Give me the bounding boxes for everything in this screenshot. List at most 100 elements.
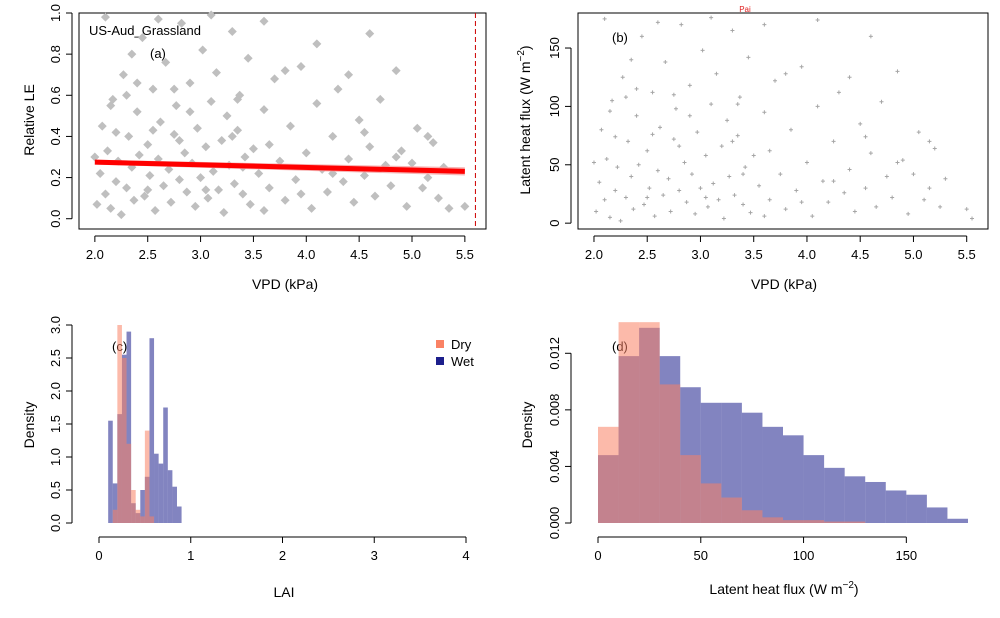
scatter-point	[815, 104, 820, 109]
scatter-point	[677, 188, 682, 193]
scatter-point	[762, 110, 767, 115]
histogram-bar-wet	[947, 518, 968, 523]
scatter-point	[741, 202, 746, 207]
scatter-point	[312, 39, 322, 49]
histogram-bar-wet	[824, 467, 845, 523]
scatter-point	[143, 140, 153, 150]
scatter-point	[847, 167, 852, 172]
scatter-point	[890, 195, 895, 200]
panel-b-y-tick-label: 100	[547, 96, 562, 118]
histogram-bar-wet	[741, 412, 763, 523]
scatter-point	[227, 27, 237, 37]
scatter-point	[100, 189, 110, 199]
scatter-point	[757, 183, 762, 188]
scatter-point	[799, 200, 804, 205]
scatter-point	[652, 214, 657, 219]
scatter-point	[732, 193, 737, 198]
scatter-point	[863, 186, 868, 191]
panel-a-x-tick-label: 3.5	[244, 247, 262, 262]
scatter-point	[668, 209, 673, 214]
panel-c-x-tick-label: 2	[279, 548, 286, 563]
scatter-point	[100, 12, 110, 22]
scatter-point	[727, 174, 732, 179]
panel-c-y-tick-label: 1.5	[48, 415, 63, 433]
histogram-bar-dry	[700, 483, 722, 523]
scatter-point	[111, 127, 121, 137]
panel-a-y-tick-label: 0.0	[48, 210, 63, 228]
panel-b-x-tick-label: 5.5	[958, 247, 976, 262]
panel-a-x-tick-label: 2.5	[139, 247, 157, 262]
scatter-point	[338, 177, 348, 187]
histogram-bar-dry	[131, 490, 136, 523]
scatter-point	[428, 138, 438, 148]
scatter-point	[375, 94, 385, 104]
scatter-point	[174, 175, 184, 185]
panel-c-y-tick-label: 0.5	[48, 481, 63, 499]
scatter-point	[233, 94, 243, 104]
histogram-bar-dry	[144, 430, 150, 523]
panel-b-ylabel-exp: −2	[516, 50, 527, 62]
histogram-bar-dry	[844, 521, 866, 523]
legend-swatch-dry	[436, 340, 444, 348]
scatter-point	[164, 164, 174, 174]
scatter-point	[698, 186, 703, 191]
scatter-point	[423, 131, 433, 141]
scatter-point	[153, 14, 163, 24]
panel-a-y-tick-label: 0.4	[48, 127, 63, 145]
scatter-point	[655, 168, 660, 173]
panel-c-xlabel: LAI	[273, 584, 294, 600]
scatter-point	[737, 95, 742, 100]
histogram-bar-dry	[824, 521, 845, 523]
panel-a-xlabel: VPD (kPa)	[252, 276, 318, 292]
scatter-point	[730, 139, 735, 144]
panel-d-y-tick-label: 0.008	[547, 394, 562, 427]
scatter-point	[695, 130, 700, 135]
scatter-point	[629, 174, 634, 179]
scatter-point	[911, 172, 916, 177]
scatter-point	[192, 123, 202, 133]
scatter-point	[623, 95, 628, 100]
histogram-bar-dry	[149, 516, 155, 523]
panel-d-xlabel: Latent heat flux (W m−2)	[709, 580, 858, 597]
scatter-point	[365, 142, 375, 152]
histogram-bar-dry	[680, 455, 701, 523]
scatter-point	[245, 199, 255, 209]
panel-d: Density Latent heat flux (W m−2) (d) 050…	[519, 322, 968, 597]
panel-d-ylabel: Density	[519, 402, 535, 449]
scatter-point	[709, 102, 714, 107]
scatter-point	[145, 171, 155, 181]
scatter-point	[610, 98, 615, 103]
scatter-point	[259, 16, 269, 26]
scatter-point	[884, 174, 889, 179]
histogram-bar-wet	[167, 470, 173, 523]
panel-c: Density LAI (c) Dry Wet 012340.00.51.01.…	[21, 316, 474, 600]
scatter-point	[354, 115, 364, 125]
scatter-point	[810, 214, 815, 219]
scatter-point	[842, 190, 847, 195]
histogram-bar-wet	[803, 455, 825, 523]
scatter-point	[874, 204, 879, 209]
histogram-bar-wet	[108, 420, 113, 523]
panel-c-y-tick-label: 2.0	[48, 382, 63, 400]
panel-a-y-tick-label: 1.0	[48, 4, 63, 22]
scatter-point	[639, 34, 644, 39]
scatter-point	[594, 209, 599, 214]
scatter-point	[312, 99, 322, 109]
scatter-point	[705, 204, 710, 209]
scatter-point	[166, 197, 176, 207]
scatter-point	[201, 142, 211, 152]
histogram-bar-dry	[618, 322, 640, 523]
histogram-bar-wet	[154, 453, 159, 523]
scatter-point	[270, 74, 280, 84]
scatter-point	[233, 125, 243, 135]
scatter-point	[735, 102, 740, 107]
panel-b-x-tick-label: 4.0	[798, 247, 816, 262]
scatter-point	[762, 22, 767, 27]
scatter-point	[180, 148, 190, 158]
histogram-bar-wet	[149, 338, 155, 523]
scatter-point	[725, 118, 730, 123]
scatter-point	[185, 107, 195, 117]
panel-b-x-tick-label: 2.5	[638, 247, 656, 262]
panel-a-x-tick-label: 4.5	[350, 247, 368, 262]
